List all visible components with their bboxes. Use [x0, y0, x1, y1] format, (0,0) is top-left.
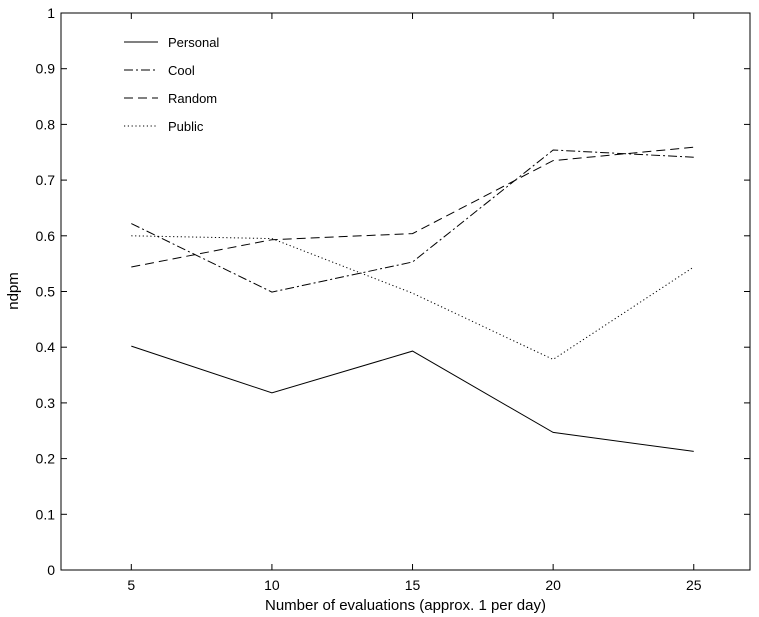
legend-label-public: Public [168, 119, 204, 134]
x-tick-label: 10 [264, 577, 280, 593]
y-tick-label: 0.7 [36, 172, 56, 188]
y-tick-label: 0.1 [36, 506, 56, 522]
y-tick-label: 0.9 [36, 61, 56, 77]
y-tick-label: 0.3 [36, 395, 56, 411]
x-tick-label: 20 [545, 577, 561, 593]
y-tick-label: 0.5 [36, 284, 56, 300]
y-tick-label: 0.6 [36, 228, 56, 244]
legend-label-personal: Personal [168, 35, 219, 50]
y-tick-label: 1 [47, 5, 55, 21]
legend-label-random: Random [168, 91, 217, 106]
y-tick-label: 0 [47, 562, 55, 578]
y-axis: 0 0.1 0.2 0.3 0.4 0.5 0.6 0.7 0.8 0.9 1 [36, 5, 750, 578]
legend-label-cool: Cool [168, 63, 195, 78]
y-tick-label: 0.4 [36, 339, 56, 355]
series-layer [131, 146, 695, 452]
series-line-cool [131, 149, 694, 293]
x-tick-label: 25 [686, 577, 702, 593]
series-line-random [131, 146, 694, 268]
series-line-personal [131, 345, 694, 452]
legend: Personal Cool Random Public [124, 35, 219, 134]
x-tick-label: 5 [127, 577, 135, 593]
plot-area [60, 12, 751, 571]
y-axis-label: ndpm [5, 272, 22, 310]
y-tick-label: 0.2 [36, 451, 56, 467]
x-axis-label: Number of evaluations (approx. 1 per day… [265, 597, 546, 614]
y-tick-label: 0.8 [36, 116, 56, 132]
x-axis: 5 10 15 20 25 [127, 13, 702, 593]
x-tick-label: 15 [405, 577, 421, 593]
